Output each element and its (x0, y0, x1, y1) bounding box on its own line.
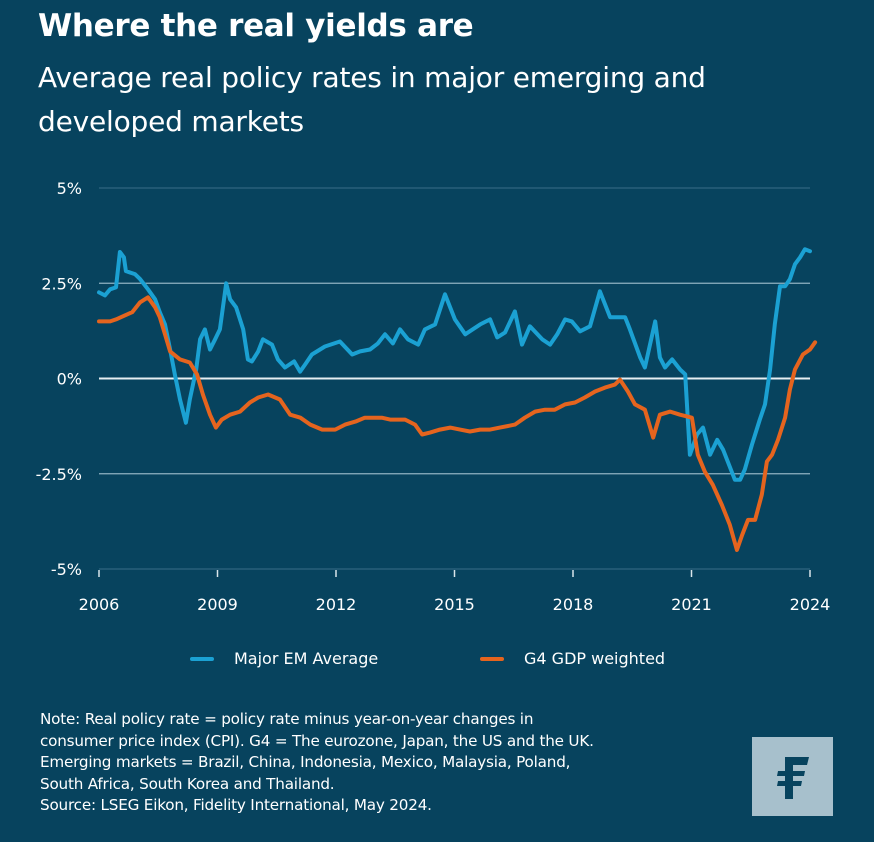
legend-item-g4: G4 GDP weighted (480, 649, 665, 668)
y-tick-label: 0% (57, 370, 82, 389)
x-tick-label: 2015 (434, 595, 475, 614)
x-tick-label: 2009 (197, 595, 238, 614)
series-line-major-em-average (97, 247, 812, 482)
x-tick-label: 2006 (79, 595, 120, 614)
legend-label-g4: G4 GDP weighted (524, 649, 666, 668)
y-tick-label: -2.5% (36, 465, 82, 484)
legend-label-em: Major EM Average (234, 649, 379, 668)
line-chart: 5% 2.5% 0% -2.5% -5% 2006 2009 2012 2015 2018 202… (36, 179, 831, 614)
series-line-g4-gdp-weighted (97, 295, 818, 552)
x-tick-label: 2021 (671, 595, 712, 614)
source-line: Source: LSEG Eikon, Fidelity Internation… (40, 796, 432, 814)
note-line: South Africa, South Korea and Thailand. (40, 774, 335, 793)
y-tick-label: 2.5% (41, 274, 82, 293)
footnote: Note: Real policy rate = policy rate min… (40, 709, 594, 817)
note-line: consumer price index (CPI). G4 = The eur… (40, 731, 594, 750)
x-axis: 2006 2009 2012 2015 2018 2021 2024 (79, 570, 831, 614)
legend-swatch-g4 (480, 656, 504, 661)
legend-item-em: Major EM Average (190, 649, 378, 668)
fidelity-logo (752, 737, 833, 816)
note-line: Emerging markets = Brazil, China, Indone… (40, 753, 571, 771)
y-axis: 5% 2.5% 0% -2.5% -5% (36, 179, 82, 579)
x-tick-label: 2012 (316, 595, 357, 614)
y-tick-label: -5% (51, 560, 82, 579)
note-line: Note: Real policy rate = policy rate min… (40, 710, 534, 728)
legend-swatch-em (190, 656, 214, 661)
chart-title: Where the real yields are (38, 8, 474, 44)
x-tick-label: 2018 (553, 595, 594, 614)
series-lines (97, 247, 818, 552)
chart-subtitle: Average real policy rates in major emerg… (38, 61, 706, 138)
fidelity-f-logo-icon (776, 756, 809, 799)
y-tick-label: 5% (57, 179, 82, 198)
gridlines (99, 187, 810, 570)
x-tick-label: 2024 (790, 595, 831, 614)
